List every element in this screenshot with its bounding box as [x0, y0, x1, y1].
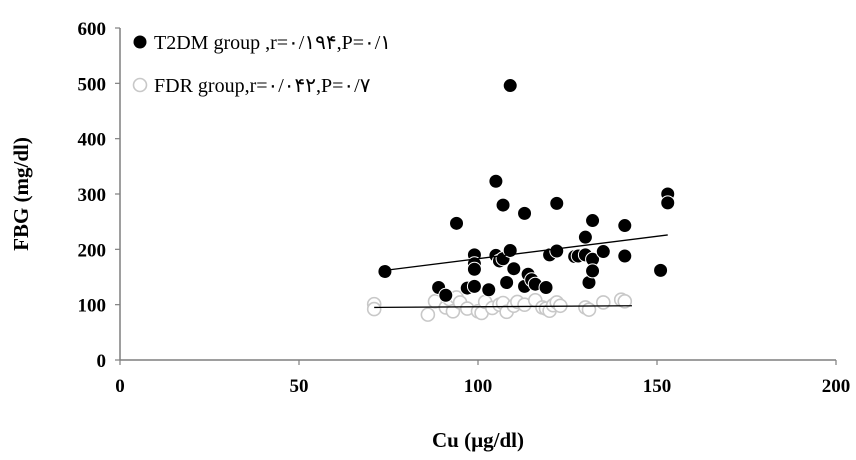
- x-axis-title: Cu (µg/dl): [432, 428, 524, 452]
- y-tick-label: 0: [97, 351, 107, 372]
- data-point-t2dm: [595, 244, 611, 260]
- data-point-t2dm: [585, 213, 601, 229]
- data-point-fdr: [581, 302, 597, 317]
- tick-labels: 0 100 200 300 400 500 600 0 50 100 150 200: [78, 19, 851, 397]
- x-tick-label: 150: [643, 376, 672, 397]
- y-axis-title: FBG (mg/dl): [9, 137, 33, 251]
- data-point-t2dm: [506, 261, 522, 277]
- data-point-t2dm: [449, 215, 465, 231]
- data-point-fdr: [366, 301, 382, 317]
- x-tick-label: 0: [115, 376, 125, 397]
- legend-marker-fdr: [132, 77, 148, 93]
- data-point-t2dm: [585, 263, 601, 279]
- data-point-t2dm: [617, 248, 633, 264]
- y-tick-label: 600: [78, 19, 107, 40]
- x-tick-label: 50: [290, 376, 309, 397]
- data-point-t2dm: [466, 278, 482, 294]
- plot-area: [366, 78, 676, 322]
- x-tick-label: 200: [822, 376, 851, 397]
- y-tick-label: 500: [78, 74, 107, 95]
- data-point-fdr: [420, 307, 436, 322]
- data-point-fdr: [617, 294, 633, 309]
- data-point-t2dm: [549, 195, 565, 211]
- trendline-t2dm: [384, 234, 668, 272]
- data-point-t2dm: [488, 173, 504, 189]
- data-point-t2dm: [377, 263, 393, 279]
- data-point-t2dm: [549, 243, 565, 259]
- legend-label-t2dm: T2DM group ,r=۰/۱۹۴,P=۰/۱: [154, 32, 391, 54]
- legend: T2DM group ,r=۰/۱۹۴,P=۰/۱ FDR group,r=۰/…: [132, 32, 391, 97]
- data-point-t2dm: [577, 229, 593, 245]
- x-tick-label: 100: [464, 376, 493, 397]
- y-tick-label: 200: [78, 240, 107, 261]
- data-point-t2dm: [660, 195, 676, 211]
- data-point-t2dm: [466, 261, 482, 277]
- data-point-t2dm: [502, 78, 518, 94]
- data-point-t2dm: [653, 262, 669, 278]
- y-tick-label: 100: [78, 296, 107, 317]
- legend-marker-t2dm: [133, 35, 147, 49]
- data-point-t2dm: [517, 205, 533, 221]
- data-point-t2dm: [438, 287, 454, 303]
- trendline-fdr: [374, 305, 632, 309]
- data-point-t2dm: [617, 218, 633, 234]
- data-point-t2dm: [495, 197, 511, 213]
- data-point-t2dm: [481, 282, 497, 298]
- data-point-t2dm: [499, 275, 515, 291]
- y-tick-label: 400: [78, 130, 107, 151]
- y-tick-label: 300: [78, 185, 107, 206]
- data-point-fdr: [595, 295, 611, 310]
- data-point-t2dm: [538, 280, 554, 296]
- legend-label-fdr: FDR group,r=۰/۰۴۲,P=۰/۷: [154, 75, 371, 97]
